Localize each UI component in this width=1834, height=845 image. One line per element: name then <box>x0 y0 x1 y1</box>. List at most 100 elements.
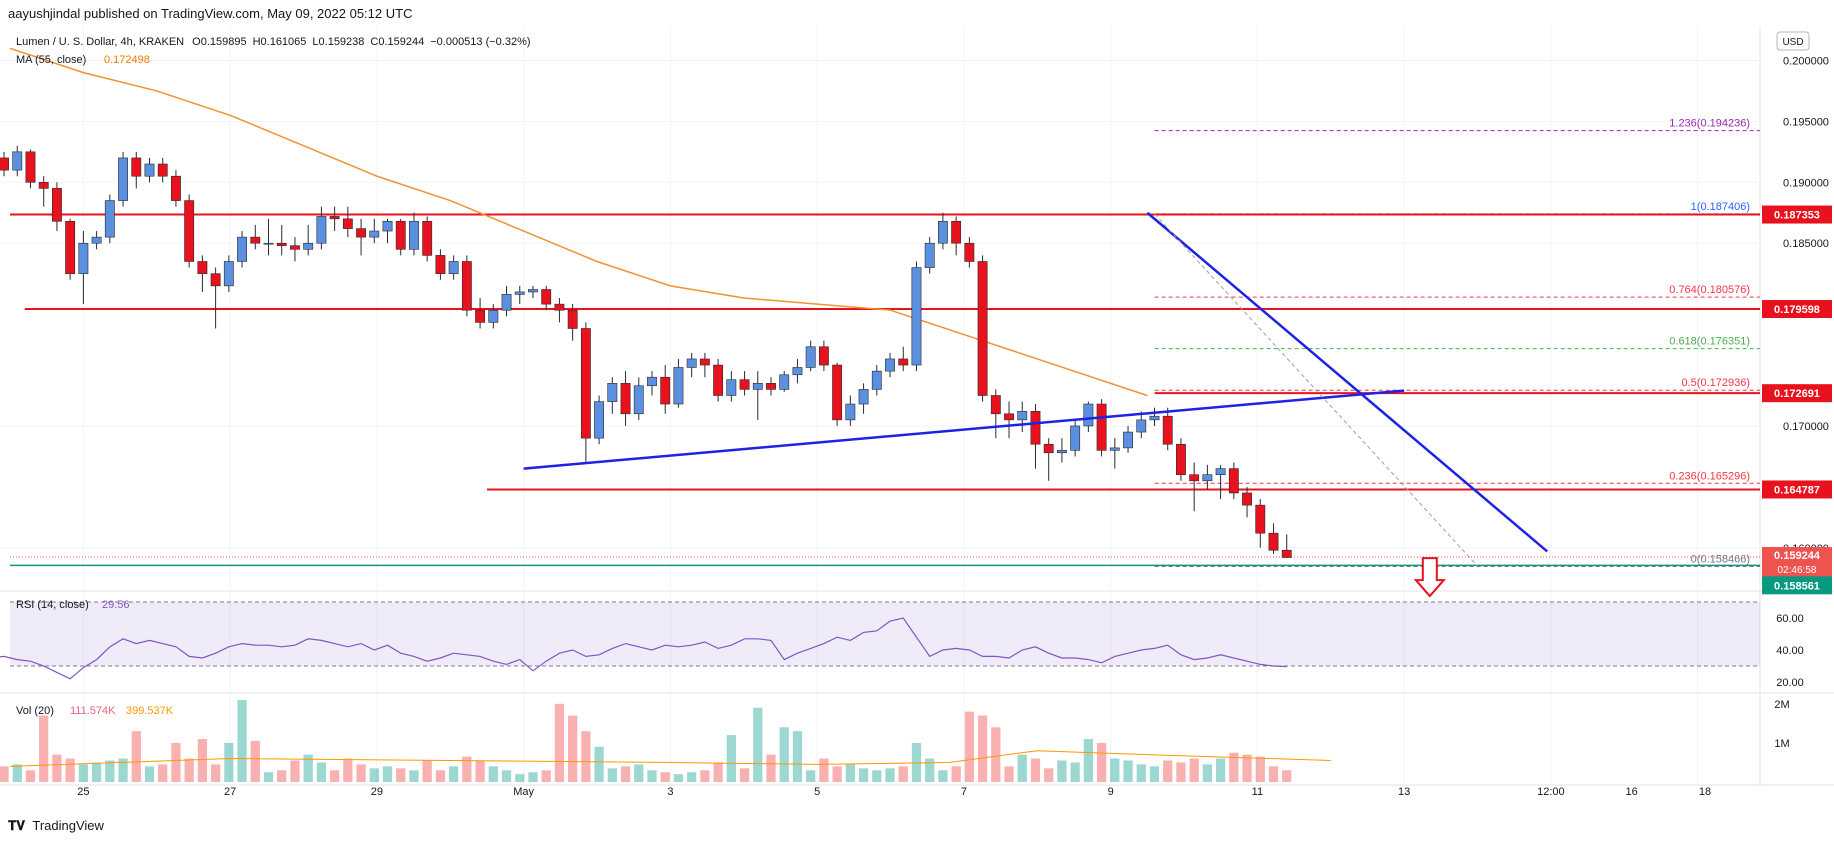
candle-body <box>356 228 367 238</box>
candle-body <box>1123 431 1133 449</box>
fib-level-label: 0.236(0.165296) <box>1669 470 1750 482</box>
time-axis[interactable]: 25 27 29 May 3 5 7 9 11 13 12:00 16 18 <box>77 786 1711 798</box>
horizontal-lines[interactable] <box>10 213 1760 567</box>
trendlines[interactable] <box>523 211 1549 598</box>
candle-body <box>713 364 724 396</box>
candle-body <box>607 383 618 402</box>
volume-bar <box>1282 770 1292 782</box>
price-tick-label: 0.195000 <box>1783 116 1829 128</box>
horizontal-level-tag <box>1762 205 1832 224</box>
volume-bar <box>171 742 181 782</box>
volume-bar <box>409 770 419 782</box>
candle-body <box>488 309 499 323</box>
candle-body <box>316 216 327 244</box>
volume-bar <box>422 760 432 782</box>
candle-body <box>448 261 459 274</box>
volume-bar <box>1004 766 1014 782</box>
vol-legend-v2: 399.537K <box>126 705 174 717</box>
candle-body <box>78 242 89 274</box>
ma-line <box>9 47 1148 397</box>
volume-bar <box>1044 768 1054 782</box>
price-axis[interactable]: 0.200000 0.195000 0.190000 0.185000 0.170000… <box>1774 55 1829 749</box>
candle-body <box>686 358 697 368</box>
horizontal-level-tag <box>1762 384 1832 403</box>
price-tick-label: 0.200000 <box>1783 55 1829 67</box>
volume-bar <box>382 766 393 782</box>
candle-body <box>91 236 102 244</box>
candle-body <box>792 367 803 376</box>
candle-body <box>501 294 512 311</box>
candle-body <box>1242 492 1252 506</box>
candle-body <box>554 303 565 311</box>
trendline[interactable] <box>523 389 1405 470</box>
fib-trend-dashed[interactable] <box>1154 213 1478 567</box>
candle-body <box>964 242 975 262</box>
volume-bar <box>1017 754 1027 782</box>
candle-body <box>1228 468 1239 494</box>
volume-bar <box>316 762 327 782</box>
volume-bar <box>197 739 208 782</box>
volume-bar <box>131 731 141 782</box>
price-tick-label: 0.190000 <box>1783 177 1829 189</box>
volume-bar <box>1176 762 1186 782</box>
candle-body <box>541 289 552 305</box>
volume-bar <box>1030 758 1041 782</box>
ma-55-line <box>9 47 1148 397</box>
volume-bar <box>515 774 525 782</box>
volume-bar <box>792 731 803 782</box>
candle-body <box>104 200 115 238</box>
rsi-legend-label: RSI (14, close) <box>16 599 89 611</box>
candle-body <box>885 358 895 372</box>
fib-level-label: 0.764(0.180576) <box>1669 284 1750 296</box>
candle-body <box>369 230 380 238</box>
candle-body <box>290 245 300 250</box>
volume-bar <box>885 768 895 782</box>
candle-body <box>184 200 195 262</box>
volume-bar <box>607 768 617 782</box>
time-tick-label: 12:00 <box>1537 786 1565 798</box>
countdown-label: 02:46:58 <box>1778 565 1817 576</box>
candle-body <box>157 163 168 177</box>
volume-bar <box>1136 764 1146 782</box>
candle-body <box>951 220 962 244</box>
volume-bar <box>118 758 128 782</box>
ohlc-low: L0.159238 <box>312 36 364 48</box>
volume-ma-line <box>9 750 1331 767</box>
volume-bar <box>277 770 287 782</box>
horizontal-level-tag <box>1762 480 1832 499</box>
candle-body <box>461 261 472 311</box>
volume-bar <box>501 770 512 782</box>
candle-body <box>1281 549 1292 558</box>
candle-body <box>131 157 142 177</box>
volume-bar <box>65 758 75 782</box>
time-tick-label: 3 <box>667 786 673 798</box>
down-arrow-icon[interactable] <box>1413 557 1447 598</box>
candle-body <box>990 395 1001 415</box>
vol-legend-v1: 111.574K <box>70 705 116 717</box>
volume-bar <box>660 772 670 782</box>
last-price-tag <box>1762 547 1832 578</box>
time-tick-label: 7 <box>961 786 967 798</box>
fib-level-label: 0.618(0.176351) <box>1669 336 1750 348</box>
time-tick-label: 16 <box>1625 786 1637 798</box>
volume-bar <box>620 766 631 782</box>
candle-body <box>924 242 935 268</box>
trendline[interactable] <box>1146 211 1549 553</box>
candle-body <box>1070 425 1081 451</box>
fib-level-label: 0(0.158466) <box>1691 553 1750 565</box>
ohlc-close: C0.159244 <box>370 36 424 48</box>
candle-body <box>1176 443 1186 475</box>
volume-bar <box>343 758 353 782</box>
currency-badge[interactable] <box>1776 31 1810 51</box>
candle-body <box>1030 411 1041 445</box>
candle-body <box>580 328 591 439</box>
rsi-band-fill <box>10 602 1760 666</box>
time-tick-label: 25 <box>77 786 89 798</box>
volume-bar <box>25 770 36 782</box>
candle-body <box>12 151 23 171</box>
footer-brand: TradingView <box>32 818 104 833</box>
volume-bar <box>832 766 842 782</box>
volume-bar <box>329 770 340 782</box>
candle-body <box>739 379 750 390</box>
